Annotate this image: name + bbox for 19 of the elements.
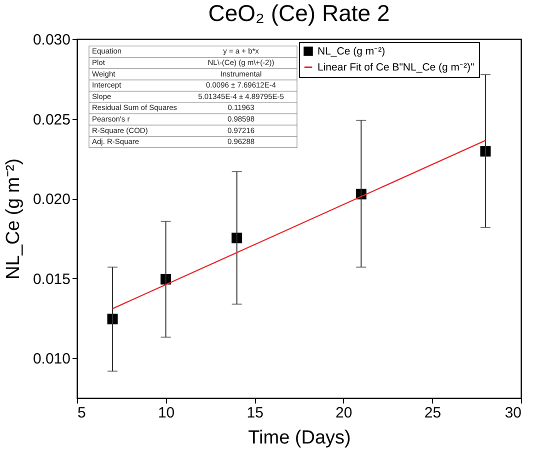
- legend-label: Linear Fit of Ce B"NL_Ce (g m⁻²)": [318, 61, 475, 74]
- x-tick-label: 5: [78, 404, 86, 422]
- x-tick-label: 15: [246, 404, 264, 422]
- chart-title: CeO₂ (Ce) Rate 2: [208, 0, 390, 26]
- x-tick-label: 25: [424, 404, 442, 422]
- y-tick-label: 0.030: [32, 32, 70, 48]
- point: [232, 232, 242, 244]
- x-tick-label: 30: [504, 404, 522, 422]
- y-axis-title: NL_Ce (g m⁻²): [2, 158, 24, 280]
- y-tick-label: 0.015: [32, 270, 70, 288]
- x-axis-title: Time (Days): [248, 428, 351, 448]
- y-tick-label: 0.020: [32, 191, 70, 208]
- x-tick-label: 20: [336, 404, 352, 422]
- x-tick-label: 10: [158, 404, 175, 422]
- y-tick-label: 0.025: [32, 111, 70, 128]
- point: [107, 314, 118, 324]
- point: [480, 146, 491, 157]
- legend-label: NL_Ce (g m⁻²): [318, 45, 386, 58]
- y-tick-label: 0.010: [32, 350, 70, 368]
